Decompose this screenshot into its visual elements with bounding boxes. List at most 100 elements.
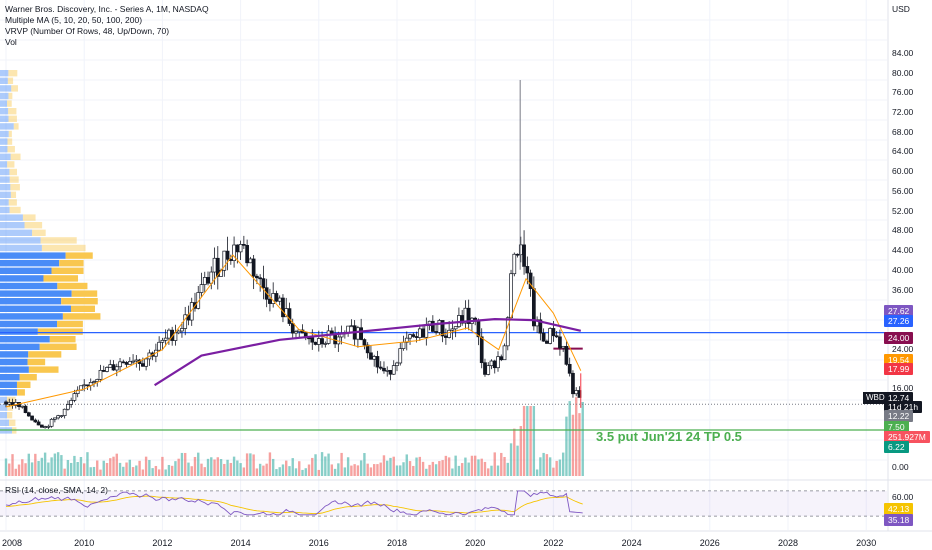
grid-lines — [0, 0, 887, 530]
candle-up — [62, 408, 67, 416]
text-annotation[interactable]: 3.5 put Jun'21 24 TP 0.5 — [596, 429, 742, 444]
volume-profile-up-row — [0, 184, 11, 191]
volume-bars — [4, 397, 584, 476]
candle-down — [444, 335, 448, 338]
volume-bar — [258, 463, 262, 476]
volume-bar — [503, 456, 506, 476]
volume-bar — [190, 466, 193, 476]
price-axis-tick: 84.00 — [892, 47, 914, 58]
volume-profile-down-row — [7, 396, 16, 404]
candle-down — [414, 336, 419, 338]
volume-bar — [288, 466, 291, 476]
candle-up — [196, 292, 201, 309]
price-badge[interactable]: 27.26 — [884, 315, 914, 327]
volume-bar — [434, 464, 438, 476]
time-axis-tick: 2016 — [308, 538, 329, 548]
volume-bar — [128, 459, 132, 476]
candle-up — [561, 345, 566, 349]
volume-profile-up-row — [0, 412, 8, 419]
price-badge[interactable]: 7.50 — [884, 421, 909, 433]
rsi-indicator-label[interactable]: RSI (14, close, SMA, 14, 2) — [5, 485, 108, 495]
volume-bar — [206, 458, 210, 476]
chart-legend[interactable]: Warner Bros. Discovery, Inc. - Series A,… — [5, 4, 209, 48]
volume-bar — [203, 467, 206, 476]
price-badge[interactable]: 12.22 — [884, 410, 914, 422]
volume-bar — [298, 461, 301, 476]
volume-profile-up-row — [0, 260, 60, 267]
volume-bar — [333, 468, 337, 476]
price-axis-tick: 24.00 — [892, 343, 914, 354]
volume-bar — [389, 457, 392, 476]
candle-up — [131, 360, 135, 363]
volume-bar — [242, 467, 246, 476]
candle-down — [359, 327, 364, 340]
volume-bar — [581, 401, 584, 476]
candle-down — [466, 307, 471, 324]
volume-profile-up-row — [0, 229, 33, 236]
candle-down — [85, 384, 90, 387]
volume-bar — [187, 462, 190, 476]
ma-indicator-label[interactable]: Multiple MA (5, 10, 20, 50, 100, 200) — [5, 15, 143, 25]
volume-bar — [177, 458, 180, 476]
candle-up — [105, 367, 109, 372]
volume-bar — [542, 452, 545, 476]
vrvp-indicator-label[interactable]: VRVP (Number Of Rows, 48, Up/Down, 70) — [5, 26, 170, 36]
volume-bar — [164, 469, 167, 476]
candle-up — [98, 369, 103, 380]
volume-bar — [480, 458, 483, 476]
volume-bar — [353, 464, 356, 476]
volume-bar — [193, 456, 197, 476]
candle-down — [290, 323, 295, 334]
volume-bar — [60, 455, 63, 476]
candle-up — [349, 325, 354, 328]
candle-up — [238, 243, 243, 253]
horizontal-lines[interactable] — [0, 331, 887, 431]
volume-bar — [487, 468, 490, 476]
volume-bar — [99, 469, 102, 476]
candle-down — [245, 245, 249, 264]
symbol-tag[interactable]: WBD — [863, 392, 888, 404]
candle-up — [232, 244, 236, 261]
volume-profile-down-row — [13, 123, 19, 130]
volume-profile-down-row — [70, 305, 95, 312]
volume-bar — [395, 465, 399, 476]
volume-bar — [285, 460, 288, 476]
price-badge[interactable]: 27.62 — [884, 305, 914, 317]
volume-bar — [40, 457, 44, 476]
price-badge[interactable]: 17.99 — [884, 363, 914, 375]
candle-down — [274, 293, 279, 302]
price-badge[interactable]: 35.18 — [884, 514, 914, 526]
candle-down — [23, 405, 28, 414]
candle-up — [53, 417, 57, 420]
volume-profile-up-row — [0, 267, 52, 274]
volume-bar — [506, 462, 509, 476]
volume-bar — [509, 443, 513, 476]
volume-profile-up-row — [0, 146, 8, 153]
symbol-title[interactable]: Warner Bros. Discovery, Inc. - Series A,… — [5, 4, 209, 14]
volume-bar — [519, 426, 523, 476]
currency-label[interactable]: USD — [892, 4, 910, 14]
candle-down — [255, 275, 259, 279]
volume-profile-down-row — [7, 404, 13, 411]
volume-bar — [516, 445, 519, 476]
volume-bar — [24, 463, 27, 476]
volume-bar — [47, 462, 50, 476]
price-badge[interactable]: 24.00 — [884, 332, 914, 344]
price-badge[interactable]: 251.927M — [884, 431, 930, 443]
volume-bar — [281, 464, 285, 476]
candle-down — [36, 421, 41, 426]
volume-bar — [575, 397, 578, 476]
candle-down — [525, 266, 530, 274]
volume-profile-down-row — [7, 412, 13, 419]
candle-up — [160, 339, 165, 343]
volume-indicator-label[interactable]: Vol — [5, 37, 17, 47]
volume-profile-up-row — [0, 358, 28, 366]
price-badge[interactable]: 42.13 — [884, 503, 914, 515]
volume-bar — [252, 454, 255, 476]
volume-profile-down-row — [39, 343, 77, 350]
candle-down — [33, 419, 38, 423]
volume-bar — [53, 453, 57, 476]
price-badge[interactable]: 6.22 — [884, 441, 909, 453]
candle-down — [388, 369, 393, 375]
